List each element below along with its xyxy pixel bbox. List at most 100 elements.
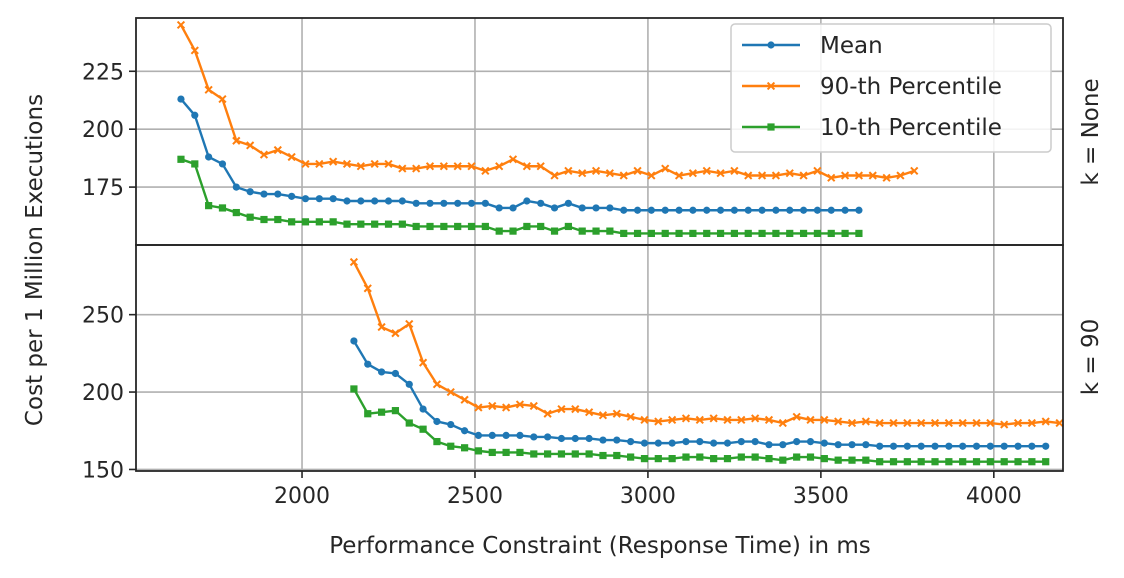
p10-point-p0-6 bbox=[260, 215, 268, 224]
p90-point-p0-7 bbox=[273, 145, 282, 155]
p10-point-p0-5 bbox=[246, 213, 254, 221]
p90-point-p1-36 bbox=[847, 418, 857, 428]
p10-point-p1-4 bbox=[405, 419, 413, 427]
mean-point-p1-43 bbox=[945, 442, 953, 450]
mean-point-p1-16 bbox=[571, 434, 579, 443]
p90-point-p0-10 bbox=[315, 159, 324, 169]
p10-point-p0-32 bbox=[620, 229, 628, 238]
p10-point-p0-45 bbox=[799, 229, 808, 238]
p90-point-p0-27 bbox=[550, 171, 559, 180]
p10-point-p1-22 bbox=[654, 455, 662, 463]
p90-point-p0-11 bbox=[329, 157, 338, 166]
p10-point-p0-0 bbox=[177, 155, 185, 163]
p90-point-p1-31 bbox=[778, 418, 787, 428]
p10-point-p1-33 bbox=[806, 453, 815, 461]
p10-point-p0-26 bbox=[537, 222, 545, 231]
mean-point-p1-33 bbox=[806, 437, 815, 446]
p90-point-p0-35 bbox=[661, 164, 670, 173]
p90-point-p1-50 bbox=[1041, 417, 1050, 426]
p10-point-p0-21 bbox=[467, 222, 476, 231]
p90-point-p1-23 bbox=[668, 415, 677, 425]
facet-label-bottom: k = 90 bbox=[1078, 319, 1104, 395]
p90-point-p0-42 bbox=[757, 171, 767, 180]
p10-point-p1-1 bbox=[364, 410, 372, 418]
p90-point-p1-26 bbox=[709, 414, 718, 423]
p10-point-p0-27 bbox=[550, 227, 559, 235]
p90-point-p0-39 bbox=[716, 169, 725, 178]
p90-point-p1-18 bbox=[598, 411, 608, 420]
p10-point-p0-12 bbox=[343, 220, 351, 228]
mean-point-p0-44 bbox=[786, 206, 794, 214]
p90-point-p1-40 bbox=[903, 418, 912, 428]
p90-point-p1-44 bbox=[958, 418, 967, 428]
p90-point-p1-25 bbox=[695, 415, 704, 425]
p10-point-p1-25 bbox=[696, 453, 704, 461]
x-tick-label-1: 2500 bbox=[447, 484, 503, 509]
x-tick-label-0: 2000 bbox=[274, 484, 330, 509]
p90-point-p1-17 bbox=[585, 408, 594, 417]
mean-point-p1-32 bbox=[793, 437, 801, 446]
mean-point-p1-20 bbox=[627, 437, 635, 446]
mean-point-p1-44 bbox=[959, 442, 967, 450]
series-p10-panel-0 bbox=[177, 155, 863, 238]
mean-point-p1-49 bbox=[1028, 442, 1036, 450]
mean-point-p1-7 bbox=[447, 420, 455, 429]
series-mean-panel-1 bbox=[350, 337, 1050, 450]
p90-point-p0-49 bbox=[854, 171, 864, 180]
mean-point-p1-10 bbox=[488, 431, 496, 439]
mean-point-p0-42 bbox=[758, 206, 766, 214]
series-mean-panel-0 bbox=[177, 95, 863, 214]
p10-point-p0-19 bbox=[440, 222, 448, 231]
p90-point-p1-38 bbox=[875, 418, 884, 428]
p10-point-p1-7 bbox=[447, 442, 455, 450]
mean-point-p1-35 bbox=[834, 441, 842, 449]
p10-point-p1-0 bbox=[350, 385, 358, 393]
x-tick-label-3: 3500 bbox=[793, 484, 849, 509]
series-p10-panel-1 bbox=[350, 385, 1050, 466]
p10-point-p0-31 bbox=[606, 227, 614, 235]
axes: 175 200 225 150 200 250 2000 2500 3000 3500 4000 bbox=[82, 17, 1064, 509]
mean-point-p0-7 bbox=[274, 190, 282, 198]
p10-point-p1-38 bbox=[876, 458, 884, 466]
p90-point-p1-37 bbox=[861, 417, 870, 426]
mean-point-p0-27 bbox=[550, 204, 559, 212]
mean-point-p0-31 bbox=[606, 204, 614, 212]
mean-point-p1-13 bbox=[530, 433, 538, 441]
p10-point-p0-49 bbox=[855, 229, 863, 238]
p90-point-p1-13 bbox=[529, 401, 538, 411]
mean-point-p0-36 bbox=[675, 206, 683, 214]
p90-point-p0-32 bbox=[619, 171, 628, 180]
p90-point-p1-21 bbox=[640, 415, 649, 425]
p10-point-p0-16 bbox=[398, 220, 406, 228]
p90-point-p1-2 bbox=[377, 322, 386, 332]
p90-point-p0-36 bbox=[674, 171, 684, 180]
p10-point-p1-26 bbox=[710, 455, 718, 463]
mean-point-p1-41 bbox=[917, 442, 925, 450]
p90-point-p1-39 bbox=[889, 418, 898, 428]
p10-point-p1-5 bbox=[419, 425, 427, 433]
mean-point-p0-15 bbox=[384, 197, 393, 205]
mean-point-p1-26 bbox=[710, 439, 718, 447]
mean-point-p0-47 bbox=[827, 206, 835, 214]
p90-point-p1-30 bbox=[764, 415, 774, 425]
p10-point-p1-23 bbox=[668, 455, 676, 463]
mean-point-p1-3 bbox=[391, 369, 400, 378]
p10-point-p1-14 bbox=[544, 450, 552, 458]
p90-point-p0-41 bbox=[744, 171, 753, 180]
p10-point-p1-6 bbox=[433, 437, 441, 446]
p90-point-p0-4 bbox=[232, 136, 241, 145]
mean-point-p1-11 bbox=[502, 431, 510, 439]
p10-point-p1-12 bbox=[516, 448, 524, 457]
mean-point-p1-5 bbox=[419, 405, 427, 413]
mean-point-p0-34 bbox=[647, 206, 655, 214]
mean-point-p1-21 bbox=[640, 439, 649, 447]
mean-point-p1-46 bbox=[986, 442, 994, 450]
p90-point-p1-7 bbox=[446, 387, 455, 397]
p10-point-p0-24 bbox=[509, 227, 517, 235]
mean-point-p0-17 bbox=[412, 199, 420, 207]
p90-point-p1-16 bbox=[571, 404, 580, 414]
p90-point-p1-45 bbox=[972, 418, 981, 428]
p10-point-p1-15 bbox=[557, 450, 566, 458]
p90-point-p1-9 bbox=[474, 403, 483, 412]
p10-point-p0-34 bbox=[647, 229, 655, 238]
